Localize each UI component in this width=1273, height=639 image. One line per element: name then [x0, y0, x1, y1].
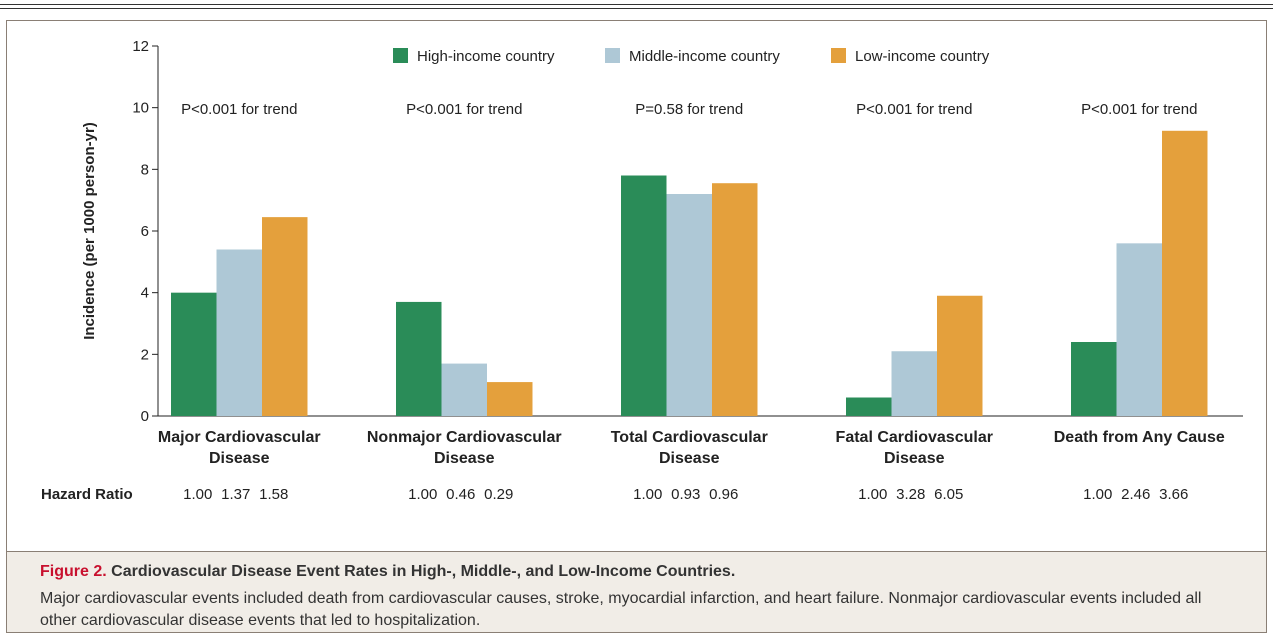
bar: [216, 249, 262, 416]
y-tick-label: 0: [141, 408, 149, 425]
bar: [712, 183, 758, 416]
hazard-ratio-label: Hazard Ratio: [41, 486, 133, 503]
x-category-label: Disease: [434, 450, 495, 467]
y-tick-label: 4: [141, 285, 149, 302]
legend-swatch: [831, 48, 846, 63]
trend-label: P<0.001 for trend: [1081, 101, 1197, 118]
caption-title: Figure 2. Cardiovascular Disease Event R…: [40, 563, 735, 581]
hazard-ratio-value: 1.00: [633, 486, 662, 503]
hazard-ratio-value: 6.05: [934, 486, 963, 503]
caption-body: Major cardiovascular events included dea…: [40, 590, 1202, 629]
hazard-ratio-value: 0.93: [671, 486, 700, 503]
bar: [621, 175, 667, 416]
y-tick-label: 6: [141, 223, 149, 240]
hazard-ratio-value: 2.46: [1121, 486, 1150, 503]
legend-label: High-income country: [417, 48, 555, 65]
trend-label: P<0.001 for trend: [856, 101, 972, 118]
hazard-ratio-value: 3.66: [1159, 486, 1188, 503]
y-tick-label: 12: [132, 38, 149, 55]
hazard-ratio-value: 1.00: [408, 486, 437, 503]
hazard-ratio-value: 0.29: [484, 486, 513, 503]
legend-swatch: [393, 48, 408, 63]
bar: [891, 351, 937, 416]
hazard-ratio-value: 3.28: [896, 486, 925, 503]
trend-label: P<0.001 for trend: [181, 101, 297, 118]
figure-panel: 0 2 4 6 8 10 12 Incidence (per 1000 person-yr) P…: [6, 20, 1267, 633]
y-tick-label: 8: [141, 161, 149, 178]
bar: [487, 382, 533, 416]
bar: [666, 194, 712, 416]
caption-title-text: Cardiovascular Disease Event Rates in Hi…: [111, 563, 736, 580]
legend-label: Middle-income country: [629, 48, 780, 65]
bar: [1116, 243, 1162, 416]
x-category-label: Total Cardiovascular: [611, 429, 768, 446]
y-axis-label: Incidence (per 1000 person-yr): [81, 122, 98, 340]
legend-label: Low-income country: [855, 48, 990, 65]
hazard-ratio-value: 1.00: [1083, 486, 1112, 503]
y-tick-label: 10: [132, 100, 149, 117]
bar: [846, 397, 892, 416]
hazard-ratio-value: 1.58: [259, 486, 288, 503]
bar: [1071, 342, 1117, 416]
x-category-label: Major Cardiovascular: [158, 429, 321, 446]
top-rule: [0, 4, 1273, 5]
y-tick-label: 2: [141, 346, 149, 363]
x-category-label: Death from Any Cause: [1054, 429, 1225, 446]
bar: [171, 292, 217, 416]
bar: [441, 363, 487, 416]
figure-caption: Figure 2. Cardiovascular Disease Event R…: [7, 551, 1266, 632]
bar-chart: 0 2 4 6 8 10 12 Incidence (per 1000 person-yr) P…: [41, 38, 1243, 503]
x-category-label: Fatal Cardiovascular: [836, 429, 993, 446]
trend-label: P=0.58 for trend: [635, 101, 743, 118]
x-category-label: Disease: [209, 450, 270, 467]
bar: [396, 301, 442, 416]
bar: [937, 295, 983, 416]
hazard-ratio-value: 0.46: [446, 486, 475, 503]
bar: [262, 217, 308, 416]
trend-label: P<0.001 for trend: [406, 101, 522, 118]
top-rule-second: [0, 8, 1273, 9]
x-category-label: Nonmajor Cardiovascular: [367, 429, 562, 446]
x-category-label: Disease: [659, 450, 720, 467]
bar: [1162, 130, 1208, 416]
hazard-ratio-value: 1.37: [221, 486, 250, 503]
x-category-label: Disease: [884, 450, 945, 467]
figure-label: Figure 2.: [40, 563, 107, 580]
legend-swatch: [605, 48, 620, 63]
hazard-ratio-value: 1.00: [858, 486, 887, 503]
hazard-ratio-value: 1.00: [183, 486, 212, 503]
hazard-ratio-value: 0.96: [709, 486, 738, 503]
